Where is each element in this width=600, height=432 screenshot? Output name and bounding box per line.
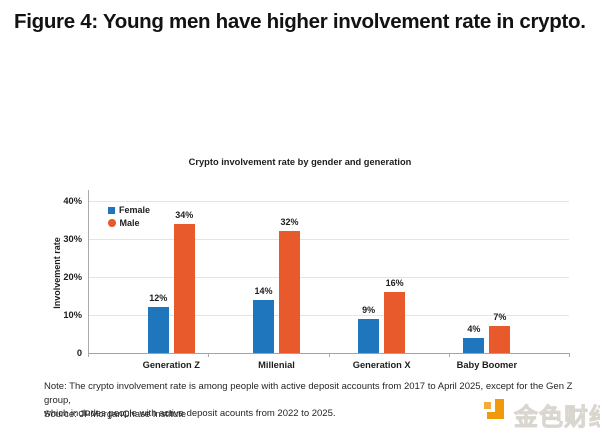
legend-label: Female [119, 205, 151, 215]
figure-title: Figure 4: Young men have higher involvem… [14, 10, 586, 33]
x-axis-tick [449, 353, 450, 357]
note-line-1: Note: The crypto involvement rate is amo… [44, 381, 573, 406]
gridline-10 [88, 315, 569, 316]
golden-finance-logo-icon [484, 399, 506, 421]
chart-source: Source: JPMorganChase Institute [44, 409, 187, 420]
bar-value-label: 4% [467, 323, 481, 334]
bar-male-1 [279, 231, 300, 353]
x-category-label: Generation X [352, 360, 411, 370]
bar-value-label: 12% [149, 293, 168, 304]
x-category-label: Generation Z [142, 360, 200, 370]
legend-square-marker [108, 206, 115, 214]
legend-item-female: Female [108, 204, 150, 216]
watermark-logo: 金色财经 [484, 397, 600, 431]
x-axis-tick [208, 353, 209, 357]
chart-note: Note: The crypto involvement rate is amo… [44, 380, 574, 421]
chart-title: Crypto involvement rate by gender and ge… [188, 157, 412, 167]
bar-female-2 [358, 318, 380, 353]
bar-female-3 [463, 337, 485, 353]
bar-male-2 [384, 292, 406, 353]
note-line-2: which includes people with active deposi… [44, 408, 336, 419]
bar-male-3 [489, 326, 511, 353]
bar-value-label: 9% [362, 304, 376, 315]
bar-male-0 [173, 223, 195, 353]
y-axis-line [88, 190, 89, 353]
x-axis-tick [569, 353, 570, 357]
chart-legend: Female Male [108, 204, 150, 230]
y-tick-label: 40% [63, 196, 82, 206]
x-category-label: Baby Boomer [456, 360, 518, 370]
legend-item-male: Male [108, 217, 150, 229]
bar-value-label: 7% [493, 312, 507, 323]
x-axis-tick [88, 353, 89, 357]
y-tick-label: 0 [76, 348, 82, 358]
gridline-40 [88, 201, 569, 202]
y-tick-label: 10% [63, 310, 82, 320]
bar-female-0 [147, 307, 169, 353]
x-axis-tick [329, 353, 330, 357]
legend-circle-marker [108, 219, 116, 227]
bar-value-label: 16% [385, 278, 404, 289]
legend-label: Male [119, 218, 140, 228]
gridline-20 [88, 277, 569, 278]
y-tick-label: 20% [63, 272, 82, 282]
x-axis-line [88, 353, 569, 354]
bar-value-label: 14% [254, 285, 273, 296]
x-category-label: Millenial [258, 360, 295, 370]
bar-female-1 [253, 299, 274, 353]
watermark-text: 金色财经 [514, 404, 600, 432]
bar-value-label: 32% [280, 217, 299, 228]
gridline-30 [88, 239, 569, 240]
y-tick-label: 30% [63, 234, 82, 244]
bar-value-label: 34% [175, 209, 194, 220]
